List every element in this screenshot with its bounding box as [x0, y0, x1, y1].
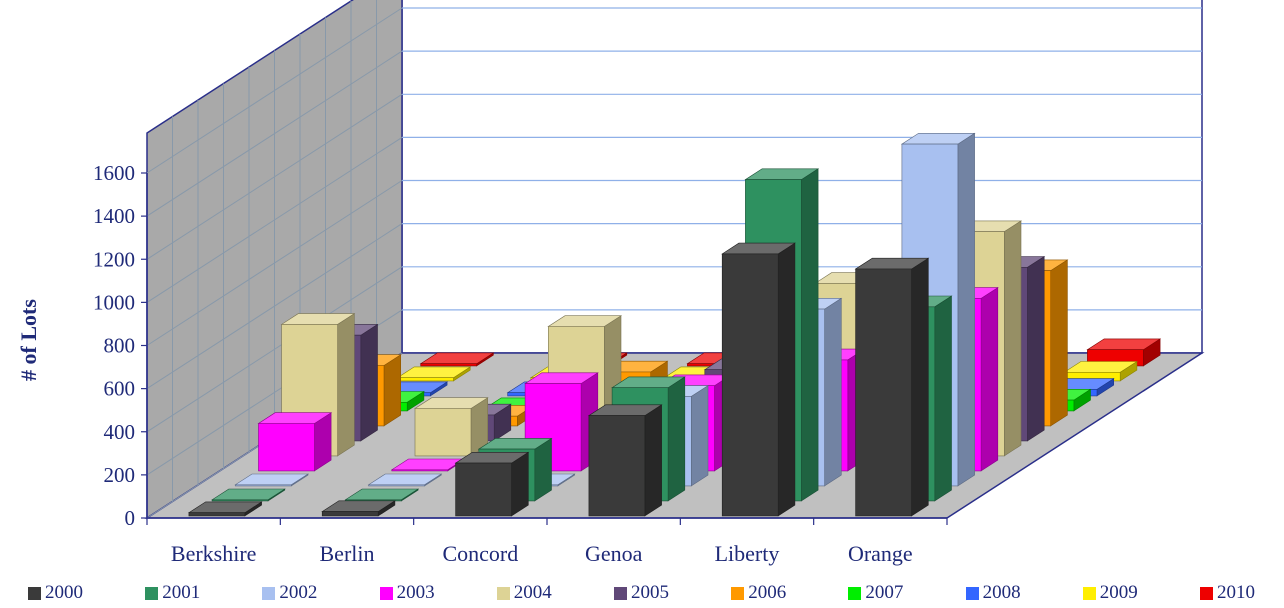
y-tick-label: 200: [104, 463, 136, 487]
legend-label: 2001: [162, 582, 201, 603]
x-tick-label: Concord: [442, 541, 518, 566]
legend-label: 2000: [45, 582, 83, 603]
legend-item-2008: 2008: [965, 582, 1021, 604]
y-tick-label: 1200: [93, 247, 135, 271]
legend-label: 2004: [513, 582, 552, 603]
legend-label: 2009: [1099, 582, 1138, 603]
bar-2001-berkshire: [211, 488, 286, 502]
y-axis-title: # of Lots: [16, 299, 41, 381]
legend-swatch: [28, 586, 41, 600]
legend-swatch: [965, 586, 979, 600]
legend-swatch: [1200, 586, 1213, 600]
legend-label: 2002: [279, 582, 318, 603]
legend-item-2005: 2005: [614, 582, 669, 604]
legend-item-2006: 2006: [731, 582, 786, 604]
legend-item-2004: 2004: [496, 582, 552, 604]
legend-swatch: [496, 586, 510, 600]
x-tick-label: Orange: [848, 541, 913, 566]
bar-2000-orange: [854, 257, 930, 517]
legend-swatch: [262, 586, 276, 600]
legend-label: 2003: [396, 582, 435, 603]
legend-label: 2007: [865, 582, 904, 603]
bar-2009-berkshire: [396, 366, 472, 382]
y-tick-label: 800: [104, 334, 136, 358]
y-tick-label: 1000: [93, 290, 135, 314]
legend-swatch: [848, 586, 862, 600]
bar-2002-berkshire: [234, 473, 310, 487]
y-tick-label: 400: [104, 420, 136, 444]
legend-item-2010: 2010: [1200, 582, 1255, 604]
legend-label: 2010: [1217, 582, 1255, 603]
legend-swatch: [1082, 586, 1096, 600]
x-tick-label: Berkshire: [171, 541, 257, 566]
bar-2000-concord: [454, 451, 530, 517]
bar-2000-berkshire: [187, 501, 263, 517]
legend-item-2007: 2007: [848, 582, 903, 604]
legend-label: 2005: [631, 582, 669, 603]
legend-label: 2006: [748, 582, 787, 603]
chart: 0 200 400 600 800 1000 1200 1400 1600 Berkshire Be…: [16, 0, 1205, 566]
x-tick-label: Liberty: [715, 541, 780, 566]
legend: 2000 2001 2002 2003 2004 2005 2006 2007 2008 2009…: [0, 582, 1284, 608]
bar-2000-genoa: [587, 404, 663, 517]
legend-item-2000: 2000: [28, 582, 83, 604]
legend-swatch: [614, 586, 627, 600]
y-tick-label: 1600: [93, 161, 135, 185]
y-tick-label: 0: [125, 506, 136, 530]
legend-swatch: [379, 586, 393, 600]
y-tick-label: 1400: [93, 204, 135, 228]
bar-2000-liberty: [721, 242, 796, 517]
legend-item-2009: 2009: [1082, 582, 1138, 604]
bar-2003-berkshire: [257, 412, 333, 472]
legend-swatch: [731, 586, 745, 600]
legend-item-2001: 2001: [145, 582, 200, 604]
x-tick-label: Berlin: [320, 541, 375, 566]
legend-item-2002: 2002: [262, 582, 317, 604]
legend-label: 2008: [982, 582, 1021, 603]
bar-2010-berkshire: [419, 352, 495, 367]
bar-2004-berlin: [413, 397, 489, 457]
legend-swatch: [145, 586, 159, 600]
x-tick-label: Genoa: [585, 541, 643, 566]
bar-2000-berlin: [321, 500, 396, 517]
y-tick-label: 600: [104, 377, 136, 401]
bar-2002-berlin: [367, 473, 443, 487]
legend-item-2003: 2003: [379, 582, 435, 604]
